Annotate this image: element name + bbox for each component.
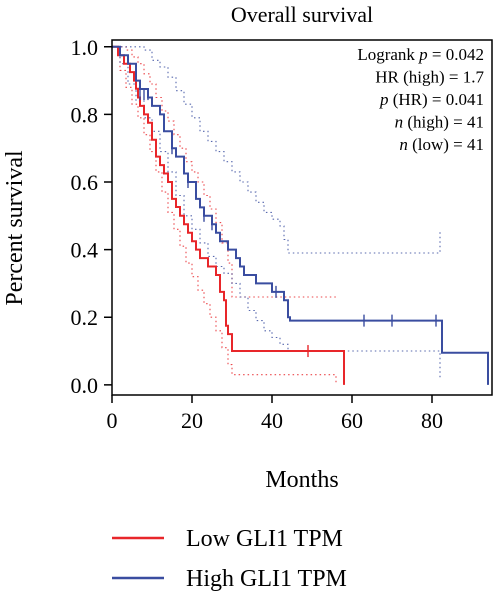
y-tick-label: 0.0 — [71, 373, 99, 398]
annotation-logrank: Logrank p = 0.042 — [357, 45, 484, 64]
y-tick-label: 0.4 — [71, 238, 99, 263]
chart-title: Overall survival — [231, 2, 373, 27]
y-tick-label: 0.6 — [71, 170, 99, 195]
x-tick-label: 20 — [181, 408, 203, 433]
x-tick-label: 80 — [421, 408, 443, 433]
annotation-nlow: n (low) = 41 — [399, 135, 484, 154]
y-tick-label: 1.0 — [71, 35, 99, 60]
low-survival-curve — [112, 45, 345, 385]
y-tick-label: 0.2 — [71, 305, 99, 330]
x-axis-label: Months — [265, 467, 338, 493]
x-tick-label: 60 — [341, 408, 363, 433]
legend: Low GLI1 TPM High GLI1 TPM — [112, 526, 347, 592]
confidence-intervals — [112, 46, 441, 385]
annotation-phr: p (HR) = 0.041 — [379, 90, 484, 109]
y-tick-label: 0.8 — [71, 102, 99, 127]
stats-annotations: Logrank p = 0.042 HR (high) = 1.7 p (HR) =… — [357, 45, 484, 154]
high-ci-upper-line — [112, 46, 441, 254]
low-ci-upper-line — [112, 46, 336, 298]
y-axis-label: Percent survival — [2, 150, 28, 306]
low-ci-lower-line — [112, 46, 337, 385]
plot-frame — [111, 39, 493, 396]
axes: 0 20 40 60 80 0.0 0.2 0.4 0.6 0.8 1.0 — [71, 35, 444, 433]
annotation-hr: HR (high) = 1.7 — [375, 68, 484, 87]
legend-label-low: Low GLI1 TPM — [186, 526, 343, 552]
annotation-nhigh: n (high) = 41 — [395, 113, 484, 132]
legend-label-high: High GLI1 TPM — [186, 566, 347, 592]
x-tick-label: 40 — [261, 408, 283, 433]
censor-marks — [139, 88, 437, 358]
x-tick-label: 0 — [107, 408, 118, 433]
